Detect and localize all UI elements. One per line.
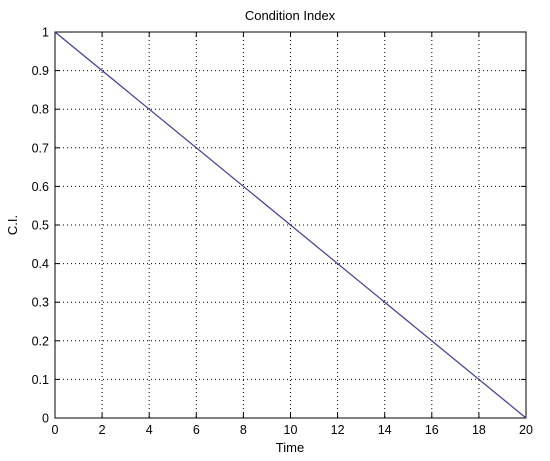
x-tick-label: 20: [519, 423, 533, 437]
y-tick-label: 0: [42, 412, 49, 426]
x-tick-label: 16: [425, 423, 439, 437]
y-tick-label: 0.4: [32, 257, 49, 271]
y-tick-labels: 0 0.1 0.2 0.3 0.4 0.5 0.6 0.7 0.8 0.9 1: [32, 26, 49, 426]
x-tick-label: 14: [378, 423, 392, 437]
y-tick-label: 0.3: [32, 296, 49, 310]
x-tick-label: 0: [52, 423, 59, 437]
x-tick-label: 10: [284, 423, 298, 437]
series-layer: [54, 31, 527, 419]
y-tick-label: 0.6: [32, 180, 49, 194]
grid-lines: [55, 32, 526, 418]
x-tick-label: 18: [472, 423, 486, 437]
x-axis-label: Time: [276, 440, 304, 455]
tick-marks: [54, 31, 527, 419]
y-tick-label: 0.8: [32, 103, 49, 117]
y-tick-label: 1: [42, 26, 49, 40]
x-tick-label: 12: [331, 423, 345, 437]
y-axis-label: C.I.: [5, 215, 20, 235]
x-tick-label: 8: [240, 423, 247, 437]
x-tick-labels: 0 2 4 6 8 10 12 14 16 18 20: [52, 423, 533, 437]
y-tick-label: 0.5: [32, 219, 49, 233]
y-tick-label: 0.7: [32, 141, 49, 155]
series-line: [54, 31, 527, 419]
y-tick-label: 0.1: [32, 373, 49, 387]
chart-title: Condition Index: [245, 8, 336, 23]
y-tick-label: 0.9: [32, 64, 49, 78]
x-tick-label: 2: [99, 423, 106, 437]
x-tick-label: 4: [146, 423, 153, 437]
x-tick-label: 6: [193, 423, 200, 437]
y-tick-label: 0.2: [32, 334, 49, 348]
